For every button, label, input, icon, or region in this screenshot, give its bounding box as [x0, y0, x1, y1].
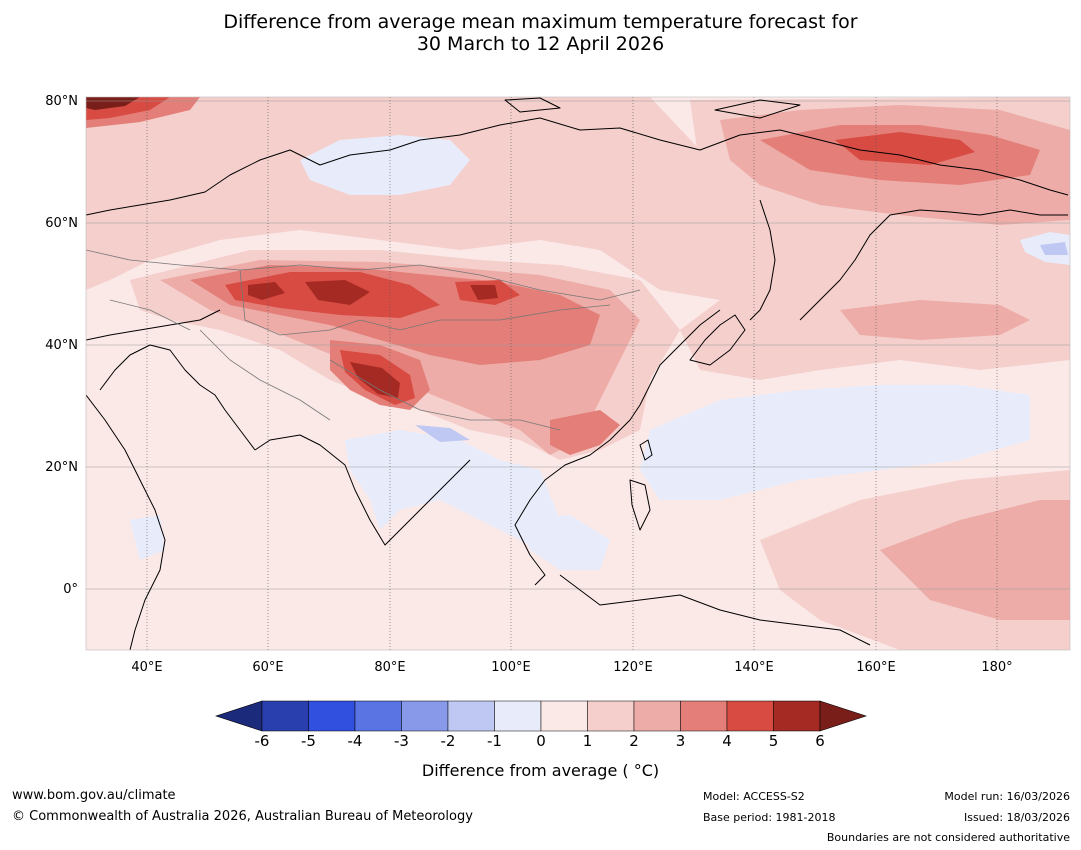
- lon-label-180: 180°: [981, 660, 1013, 675]
- field-2-3-southpac: [880, 500, 1070, 620]
- field-5-6-kazakh1: [248, 282, 285, 300]
- lat-label-0: 0°: [63, 582, 78, 597]
- footer-issued: Issued: 18/03/2026: [963, 811, 1070, 824]
- field-2-3-pacific: [840, 300, 1030, 340]
- field-neg-africa: [130, 515, 165, 560]
- colorbar-tick-label: 1: [582, 732, 593, 750]
- field-neg-himalaya: [415, 425, 470, 442]
- field-neg-seasia: [515, 515, 610, 570]
- footer-disclaimer: Boundaries are not considered authoritat…: [826, 831, 1070, 844]
- colorbar-bin: [773, 700, 821, 732]
- chart-title-line1: Difference from average mean maximum tem…: [223, 11, 858, 33]
- colorbar-bin: [261, 700, 309, 732]
- lon-label-120e: 120°E: [613, 660, 653, 675]
- colorbar-bin: [401, 700, 449, 732]
- chart-title-line2: 30 March to 12 April 2026: [416, 33, 665, 55]
- field-4-5-siberia: [835, 132, 975, 165]
- colorbar-bin: [494, 700, 542, 732]
- lon-label-60e: 60°E: [252, 660, 284, 675]
- colorbar-bin: [680, 700, 728, 732]
- colorbar-bin: [587, 700, 635, 732]
- lon-label-100e: 100°E: [491, 660, 531, 675]
- lat-label-20n: 20°N: [45, 460, 78, 475]
- lat-label-60n: 60°N: [45, 216, 78, 231]
- lat-label-40n: 40°N: [45, 338, 78, 353]
- field-neg-india: [345, 430, 560, 560]
- colorbar: [215, 700, 867, 732]
- colorbar-over-arrow: [819, 700, 867, 732]
- colorbar-bin: [354, 700, 402, 732]
- lon-label-160e: 160°E: [856, 660, 896, 675]
- field-neg-siberia: [300, 135, 470, 195]
- colorbar-tick-label: -1: [487, 732, 502, 750]
- colorbar-tick-label: -2: [440, 732, 456, 750]
- footer-model-run: Model run: 16/03/2026: [944, 790, 1070, 803]
- country-borders: [86, 249, 641, 431]
- colorbar-bin: [447, 700, 495, 732]
- coastlines: [86, 97, 1069, 650]
- graticule: [86, 100, 1070, 590]
- colorbar-tick-label: -4: [347, 732, 363, 750]
- colorbar-bin: [726, 700, 774, 732]
- footer-copyright: © Commonwealth of Australia 2026, Austra…: [12, 809, 473, 824]
- colorbar-bin: [308, 700, 356, 732]
- colorbar-tick-label: 4: [722, 732, 732, 750]
- field-neg-pacific: [640, 385, 1030, 500]
- colorbar-tick-label: 0: [536, 732, 546, 750]
- field-5-6-kazakh2: [305, 280, 370, 305]
- lon-label-140e: 140°E: [734, 660, 774, 675]
- colorbar-bin: [633, 700, 681, 732]
- colorbar-tick-label: 2: [629, 732, 639, 750]
- footer-website[interactable]: www.bom.gov.au/climate: [12, 788, 176, 803]
- lat-label-80n: 80°N: [45, 94, 78, 109]
- lon-label-40e: 40°E: [131, 660, 163, 675]
- colorbar-tick-label: 5: [768, 732, 779, 750]
- colorbar-tick-label: -6: [254, 732, 270, 750]
- colorbar-tick-label: -3: [394, 732, 409, 750]
- colorbar-tick-label: 6: [815, 732, 825, 750]
- footer-model: Model: ACCESS-S2: [703, 790, 805, 803]
- meridians: [146, 97, 998, 650]
- colorbar-tick-label: -5: [301, 732, 316, 750]
- colorbar-under-arrow: [215, 700, 263, 732]
- field-5-6-mongolia: [470, 285, 498, 300]
- colorbar-label: Difference from average ( °C): [421, 761, 660, 780]
- footer-base-period: Base period: 1981-2018: [703, 811, 836, 824]
- field-3-4-china: [550, 410, 620, 455]
- colorbar-tick-label: 3: [675, 732, 686, 750]
- colorbar-bin: [540, 700, 588, 732]
- lon-label-80e: 80°E: [374, 660, 406, 675]
- field-5-6-tibet: [350, 362, 400, 398]
- field-neg-bering-2: [1040, 242, 1068, 255]
- field-5-6-arctic: [86, 97, 140, 110]
- map-frame: [85, 96, 1071, 651]
